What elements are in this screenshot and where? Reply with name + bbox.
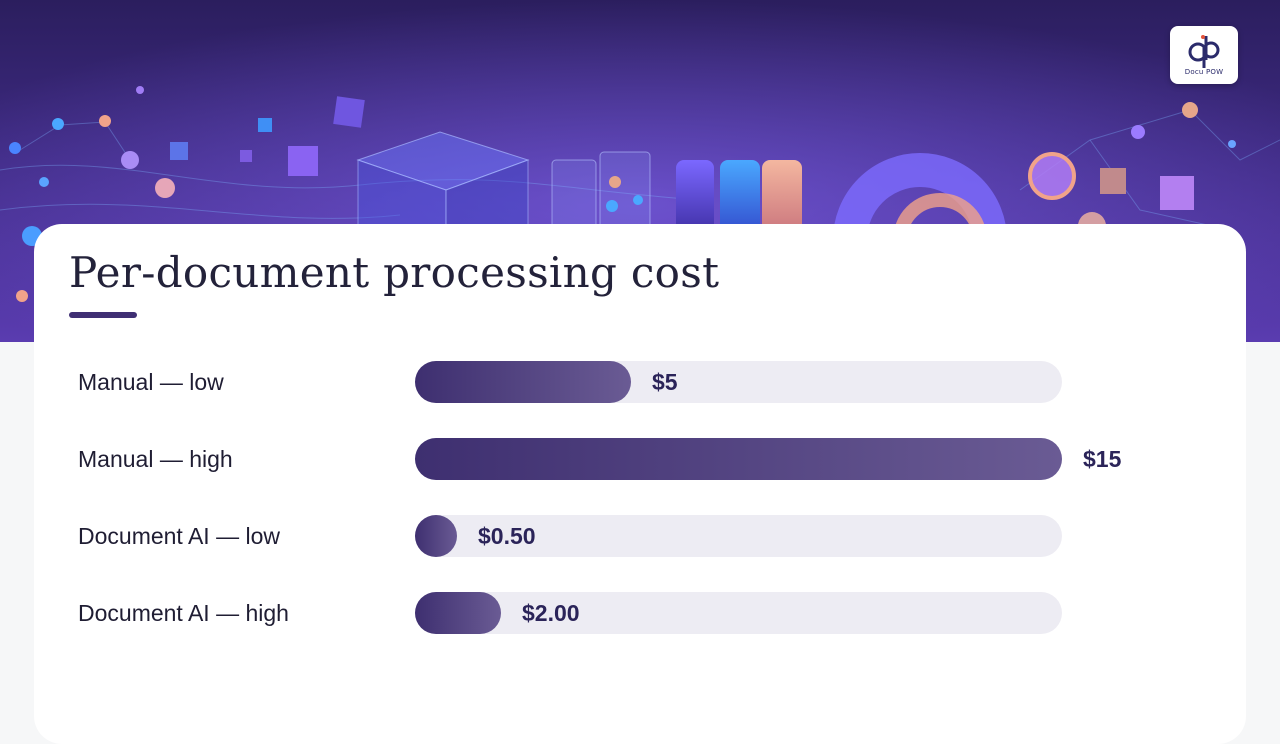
bar [415,438,1062,480]
bar-label: Manual — low [78,369,224,395]
bar-track [415,515,1062,557]
chart-title: Per-document processing cost [69,248,720,297]
bar [415,361,631,403]
bar [415,592,501,634]
brand-logo-text: Docu POW [1184,68,1224,76]
bar-track [415,361,1062,403]
bar-value-label: $5 [652,369,678,395]
title-underline [69,312,137,318]
content-card [34,224,1246,744]
bar-value-label: $15 [1083,446,1122,472]
bar-label: Manual — high [78,446,233,472]
bar-value-label: $2.00 [522,600,580,626]
brand-logo-icon [1188,35,1220,68]
bar [415,515,457,557]
hero-banner: Docu POW [0,0,1280,342]
bar-value-label: $0.50 [478,523,536,549]
bar-track [415,592,1062,634]
bar-track [415,438,1062,480]
brand-logo: Docu POW [1170,26,1238,84]
bar-label: Document AI — low [78,523,280,549]
bar-label: Document AI — high [78,600,289,626]
